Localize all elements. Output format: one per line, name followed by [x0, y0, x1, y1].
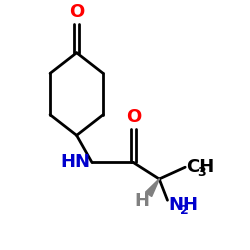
Polygon shape — [146, 179, 159, 196]
Text: CH: CH — [186, 158, 214, 176]
Text: NH: NH — [169, 196, 199, 214]
Text: HN: HN — [61, 154, 91, 172]
Text: 3: 3 — [198, 166, 206, 179]
Text: O: O — [126, 108, 141, 126]
Text: 2: 2 — [180, 204, 189, 217]
Text: O: O — [69, 3, 84, 21]
Text: H: H — [134, 192, 149, 210]
